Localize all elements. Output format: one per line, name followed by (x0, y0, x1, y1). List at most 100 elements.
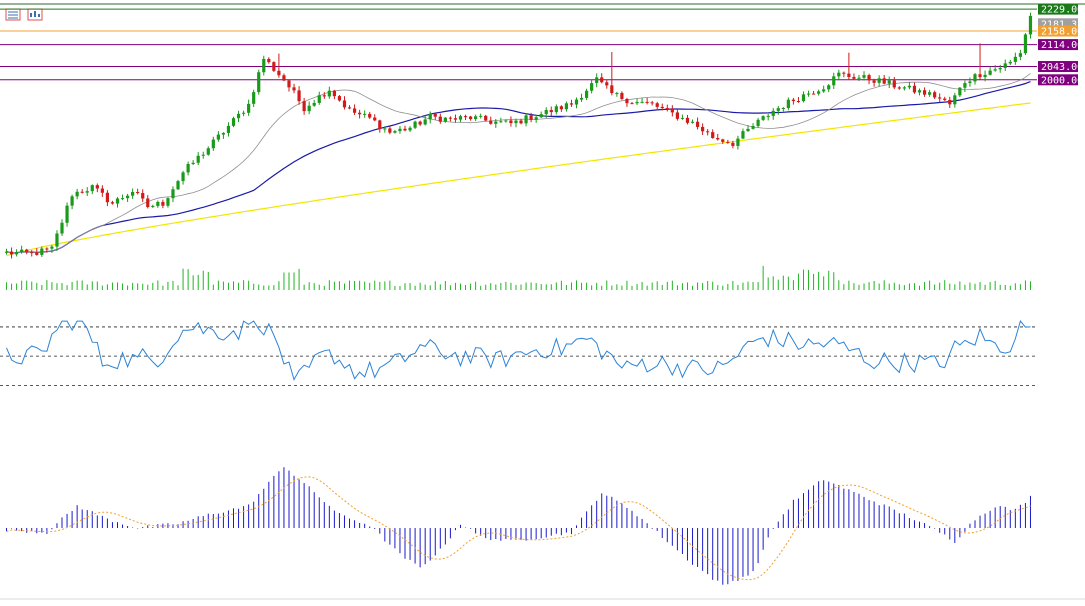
candle-body (625, 98, 629, 104)
candle-body (241, 112, 246, 114)
candle-body (388, 128, 392, 133)
candle-body (519, 120, 523, 124)
candle-body (176, 181, 180, 190)
candle-body (600, 77, 604, 83)
candle-body (554, 106, 558, 113)
candle-body (408, 127, 412, 131)
candle-body (166, 198, 170, 206)
candle-body (25, 249, 29, 253)
candle-body (827, 85, 831, 90)
candle-body (1018, 53, 1022, 57)
candle-body (993, 69, 997, 71)
candle-body (610, 85, 614, 94)
candle-body (20, 249, 24, 253)
candle-body (590, 83, 594, 91)
candle-body (640, 101, 644, 103)
candle-body (40, 248, 44, 255)
candle-body (499, 121, 503, 123)
candle-body (146, 198, 150, 208)
candle-body (287, 80, 291, 88)
candle-body (45, 248, 49, 250)
candle-body (902, 87, 906, 89)
candle-body (998, 67, 1002, 70)
candle-body (1013, 56, 1017, 62)
candle-body (736, 138, 740, 146)
candle-body (564, 103, 569, 110)
candle-body (544, 109, 548, 115)
candle-body (877, 78, 881, 83)
candle-body (872, 80, 876, 83)
price-tag-2: 2158.00 (1041, 27, 1083, 38)
candle-body (161, 201, 165, 206)
candle-body (983, 74, 987, 78)
candle-body (862, 75, 866, 78)
candle-body (347, 107, 352, 109)
candle-body (726, 141, 730, 143)
candle-body (933, 92, 937, 98)
candle-body (801, 94, 806, 102)
candle-body (438, 116, 442, 122)
candle-body (337, 96, 342, 101)
candle-body (206, 148, 210, 155)
candle-body (635, 101, 639, 104)
candle-body (110, 202, 115, 204)
candle-body (216, 134, 220, 140)
candle-body (398, 128, 402, 132)
candle-body (706, 131, 710, 133)
candle-body (822, 89, 826, 92)
candle-body (352, 108, 357, 113)
candle-body (968, 81, 972, 84)
candle-body (1028, 15, 1033, 35)
candle-body (534, 117, 538, 120)
candle-body (514, 120, 518, 124)
candle-body (282, 75, 286, 81)
candle-body (690, 121, 695, 123)
candle-body (489, 120, 493, 124)
candle-body (953, 95, 957, 105)
candle-body (761, 116, 765, 120)
candle-body (584, 90, 589, 98)
candle-body (211, 139, 215, 149)
candle-body (882, 78, 886, 84)
candle-body (393, 131, 397, 133)
candle-body (151, 205, 155, 208)
candle-body (463, 116, 468, 118)
candle-body (85, 191, 89, 193)
candle-body (358, 112, 362, 115)
candle-body (509, 120, 513, 124)
candle-body (105, 192, 110, 203)
candle-body (665, 107, 669, 109)
candle-body (660, 106, 664, 108)
candle-body (373, 117, 377, 121)
candle-body (60, 222, 64, 234)
candle-body (312, 102, 316, 106)
candle-body (524, 115, 528, 124)
candle-body (837, 72, 841, 77)
candle-body (912, 85, 917, 93)
candle-body (1008, 61, 1012, 64)
candle-body (741, 131, 745, 139)
candle-body (267, 58, 271, 63)
candle-body (917, 90, 922, 93)
candle-body (907, 85, 912, 88)
candle-body (716, 138, 720, 140)
price-tag-5: 2000.00 (1041, 75, 1083, 86)
candle-body (80, 191, 84, 193)
price-tag-bg-0 (1038, 3, 1078, 15)
candle-body (383, 128, 387, 130)
chart-template-icon[interactable] (5, 8, 21, 21)
candle-body (277, 70, 281, 76)
candle-body (484, 115, 488, 121)
candle-body (221, 132, 226, 135)
candle-body (574, 99, 579, 105)
candle-body (171, 189, 175, 199)
candle-body (191, 162, 195, 165)
candle-body (15, 252, 19, 255)
candle-body (262, 58, 266, 73)
candle-body (786, 99, 790, 108)
indicator-list-icon[interactable] (27, 8, 43, 21)
price-tag-0: 2229.00 (1041, 5, 1083, 16)
candle-body (327, 90, 331, 97)
